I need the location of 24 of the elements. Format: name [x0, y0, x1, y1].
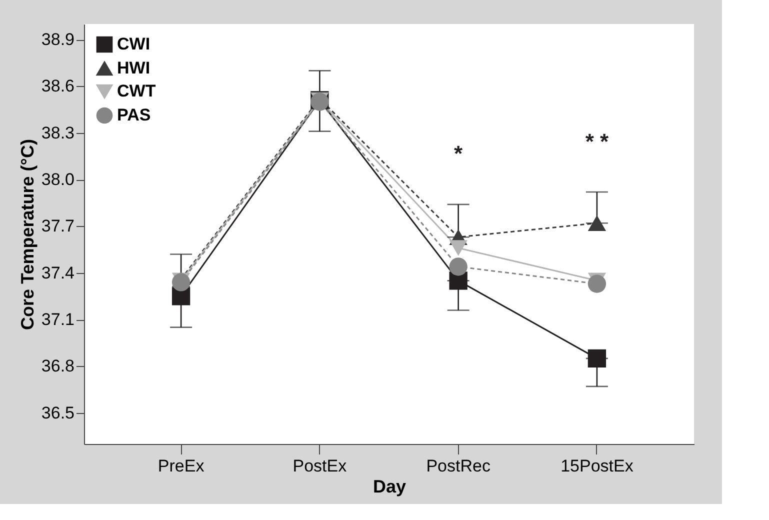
- y-tick-label: 38.6: [41, 76, 74, 96]
- legend-label: PAS: [117, 106, 151, 124]
- annotation: *: [454, 141, 464, 166]
- legend-label: CWT: [117, 82, 156, 100]
- y-tick-label: 38.3: [41, 123, 74, 142]
- legend-label: CWI: [117, 34, 150, 54]
- x-tick-label: 15PostEx: [560, 456, 634, 476]
- y-axis-title: Core Temperature (°C): [17, 139, 38, 330]
- y-tick-label: 36.5: [41, 403, 74, 422]
- x-tick-label: PostRec: [426, 456, 491, 476]
- y-tick-label: 38.9: [41, 30, 74, 50]
- point: [588, 274, 606, 293]
- y-tick-label: 37.4: [41, 263, 74, 282]
- y-tick-label: 37.7: [41, 216, 74, 236]
- point: [588, 349, 606, 368]
- x-tick-label: PostEx: [292, 456, 348, 476]
- y-tick-label: 36.8: [41, 356, 74, 376]
- x-axis-title: Day: [372, 476, 406, 496]
- point: [449, 258, 468, 276]
- legend-label: HWI: [117, 58, 150, 78]
- annotation: * *: [585, 129, 610, 154]
- x-tick-label: PreEx: [158, 456, 205, 476]
- y-tick-label: 37.1: [41, 310, 74, 330]
- y-tick-label: 38.0: [41, 170, 74, 190]
